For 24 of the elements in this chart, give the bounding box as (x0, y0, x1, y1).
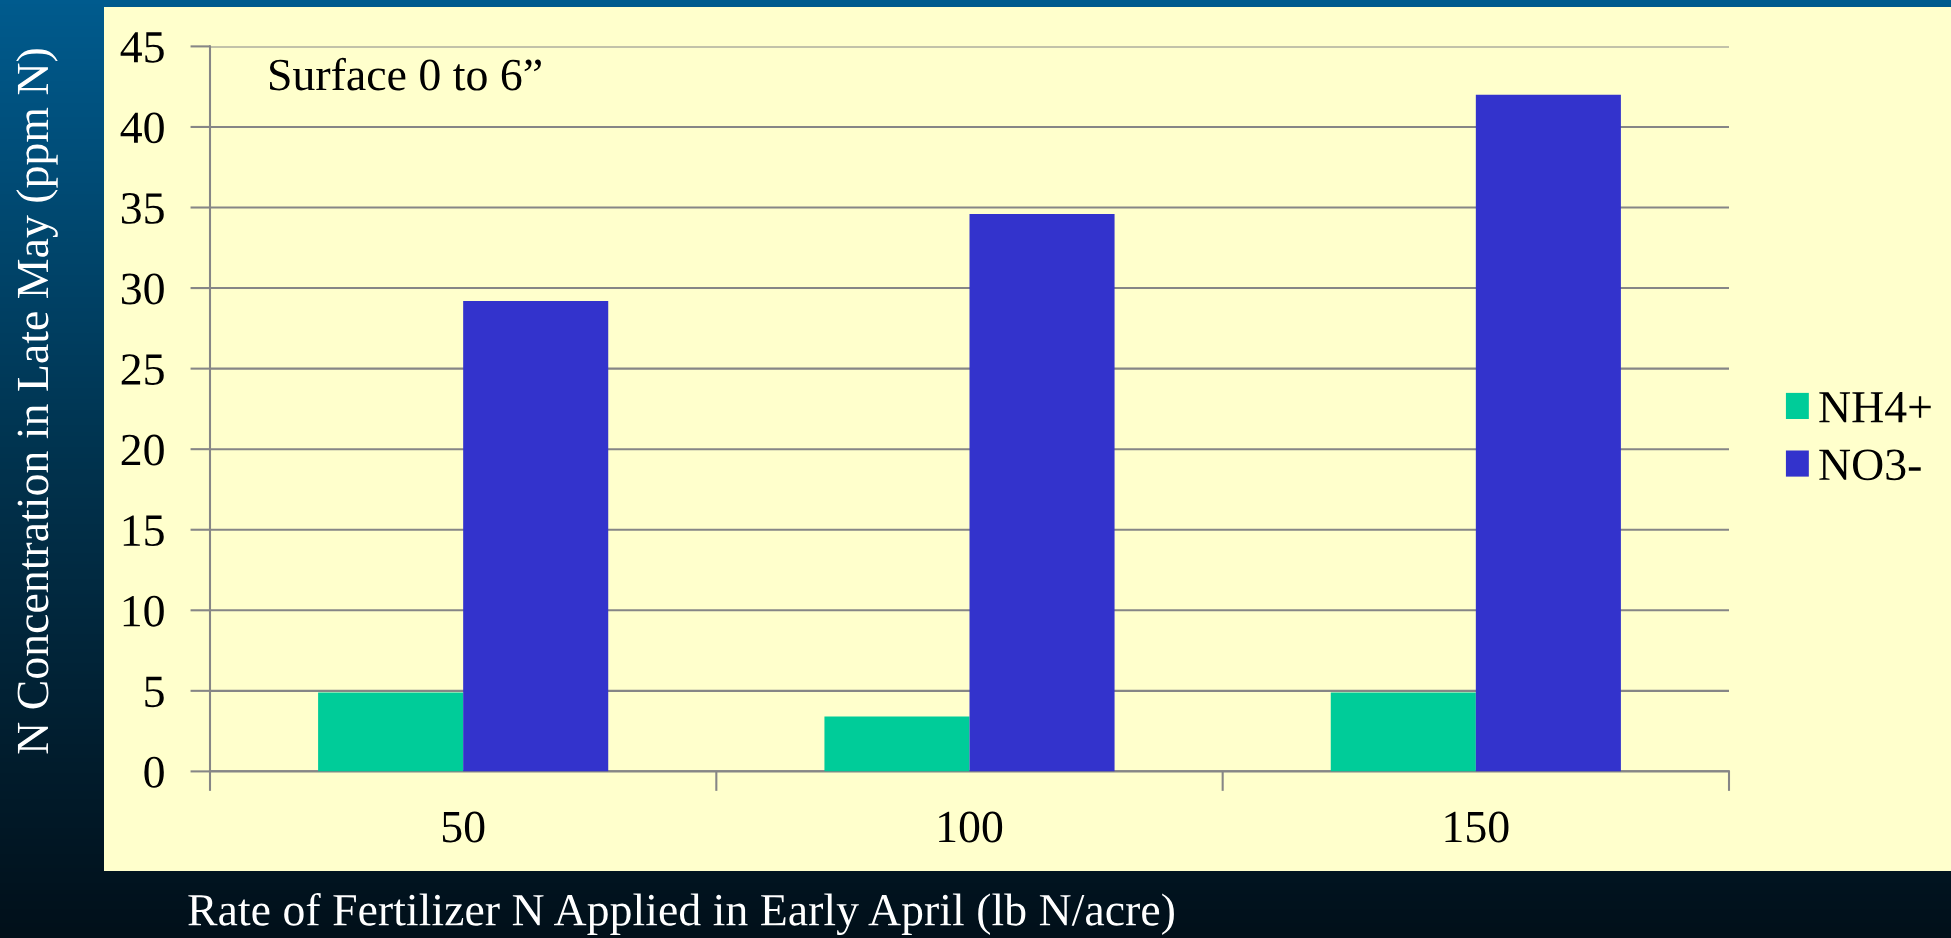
y-tick-label: 0 (144, 756, 164, 788)
x-axis-title: Rate of Fertilizer N Applied in Early April (lb N/acre) (188, 892, 1174, 936)
y-tick-label: 45 (120, 32, 164, 63)
bar (318, 692, 464, 772)
y-tick-label: 35 (121, 193, 164, 224)
y-tick-label: 10 (123, 595, 164, 627)
x-tick-label: 150 (1445, 811, 1509, 843)
bar (1475, 94, 1621, 772)
y-tick-label: 15 (123, 515, 164, 547)
bar (1330, 692, 1476, 772)
y-tick-label: 20 (121, 434, 164, 466)
y-tick-label: 25 (121, 354, 164, 385)
x-tick-label: 50 (442, 811, 485, 843)
x-tick-label: 100 (939, 811, 1003, 843)
bar (969, 213, 1115, 772)
y-tick-label: 30 (121, 273, 164, 305)
y-axis-title: N Concentration in Late May (ppm N) (16, 49, 58, 754)
bar (824, 716, 970, 772)
annotation: Surface 0 to 6” (270, 57, 541, 91)
bar (463, 300, 609, 772)
legend-label: NH4+ (1819, 392, 1931, 423)
y-tick-label: 5 (145, 676, 164, 708)
legend-label: NO3- (1819, 449, 1921, 481)
y-tick-label: 40 (120, 112, 164, 144)
